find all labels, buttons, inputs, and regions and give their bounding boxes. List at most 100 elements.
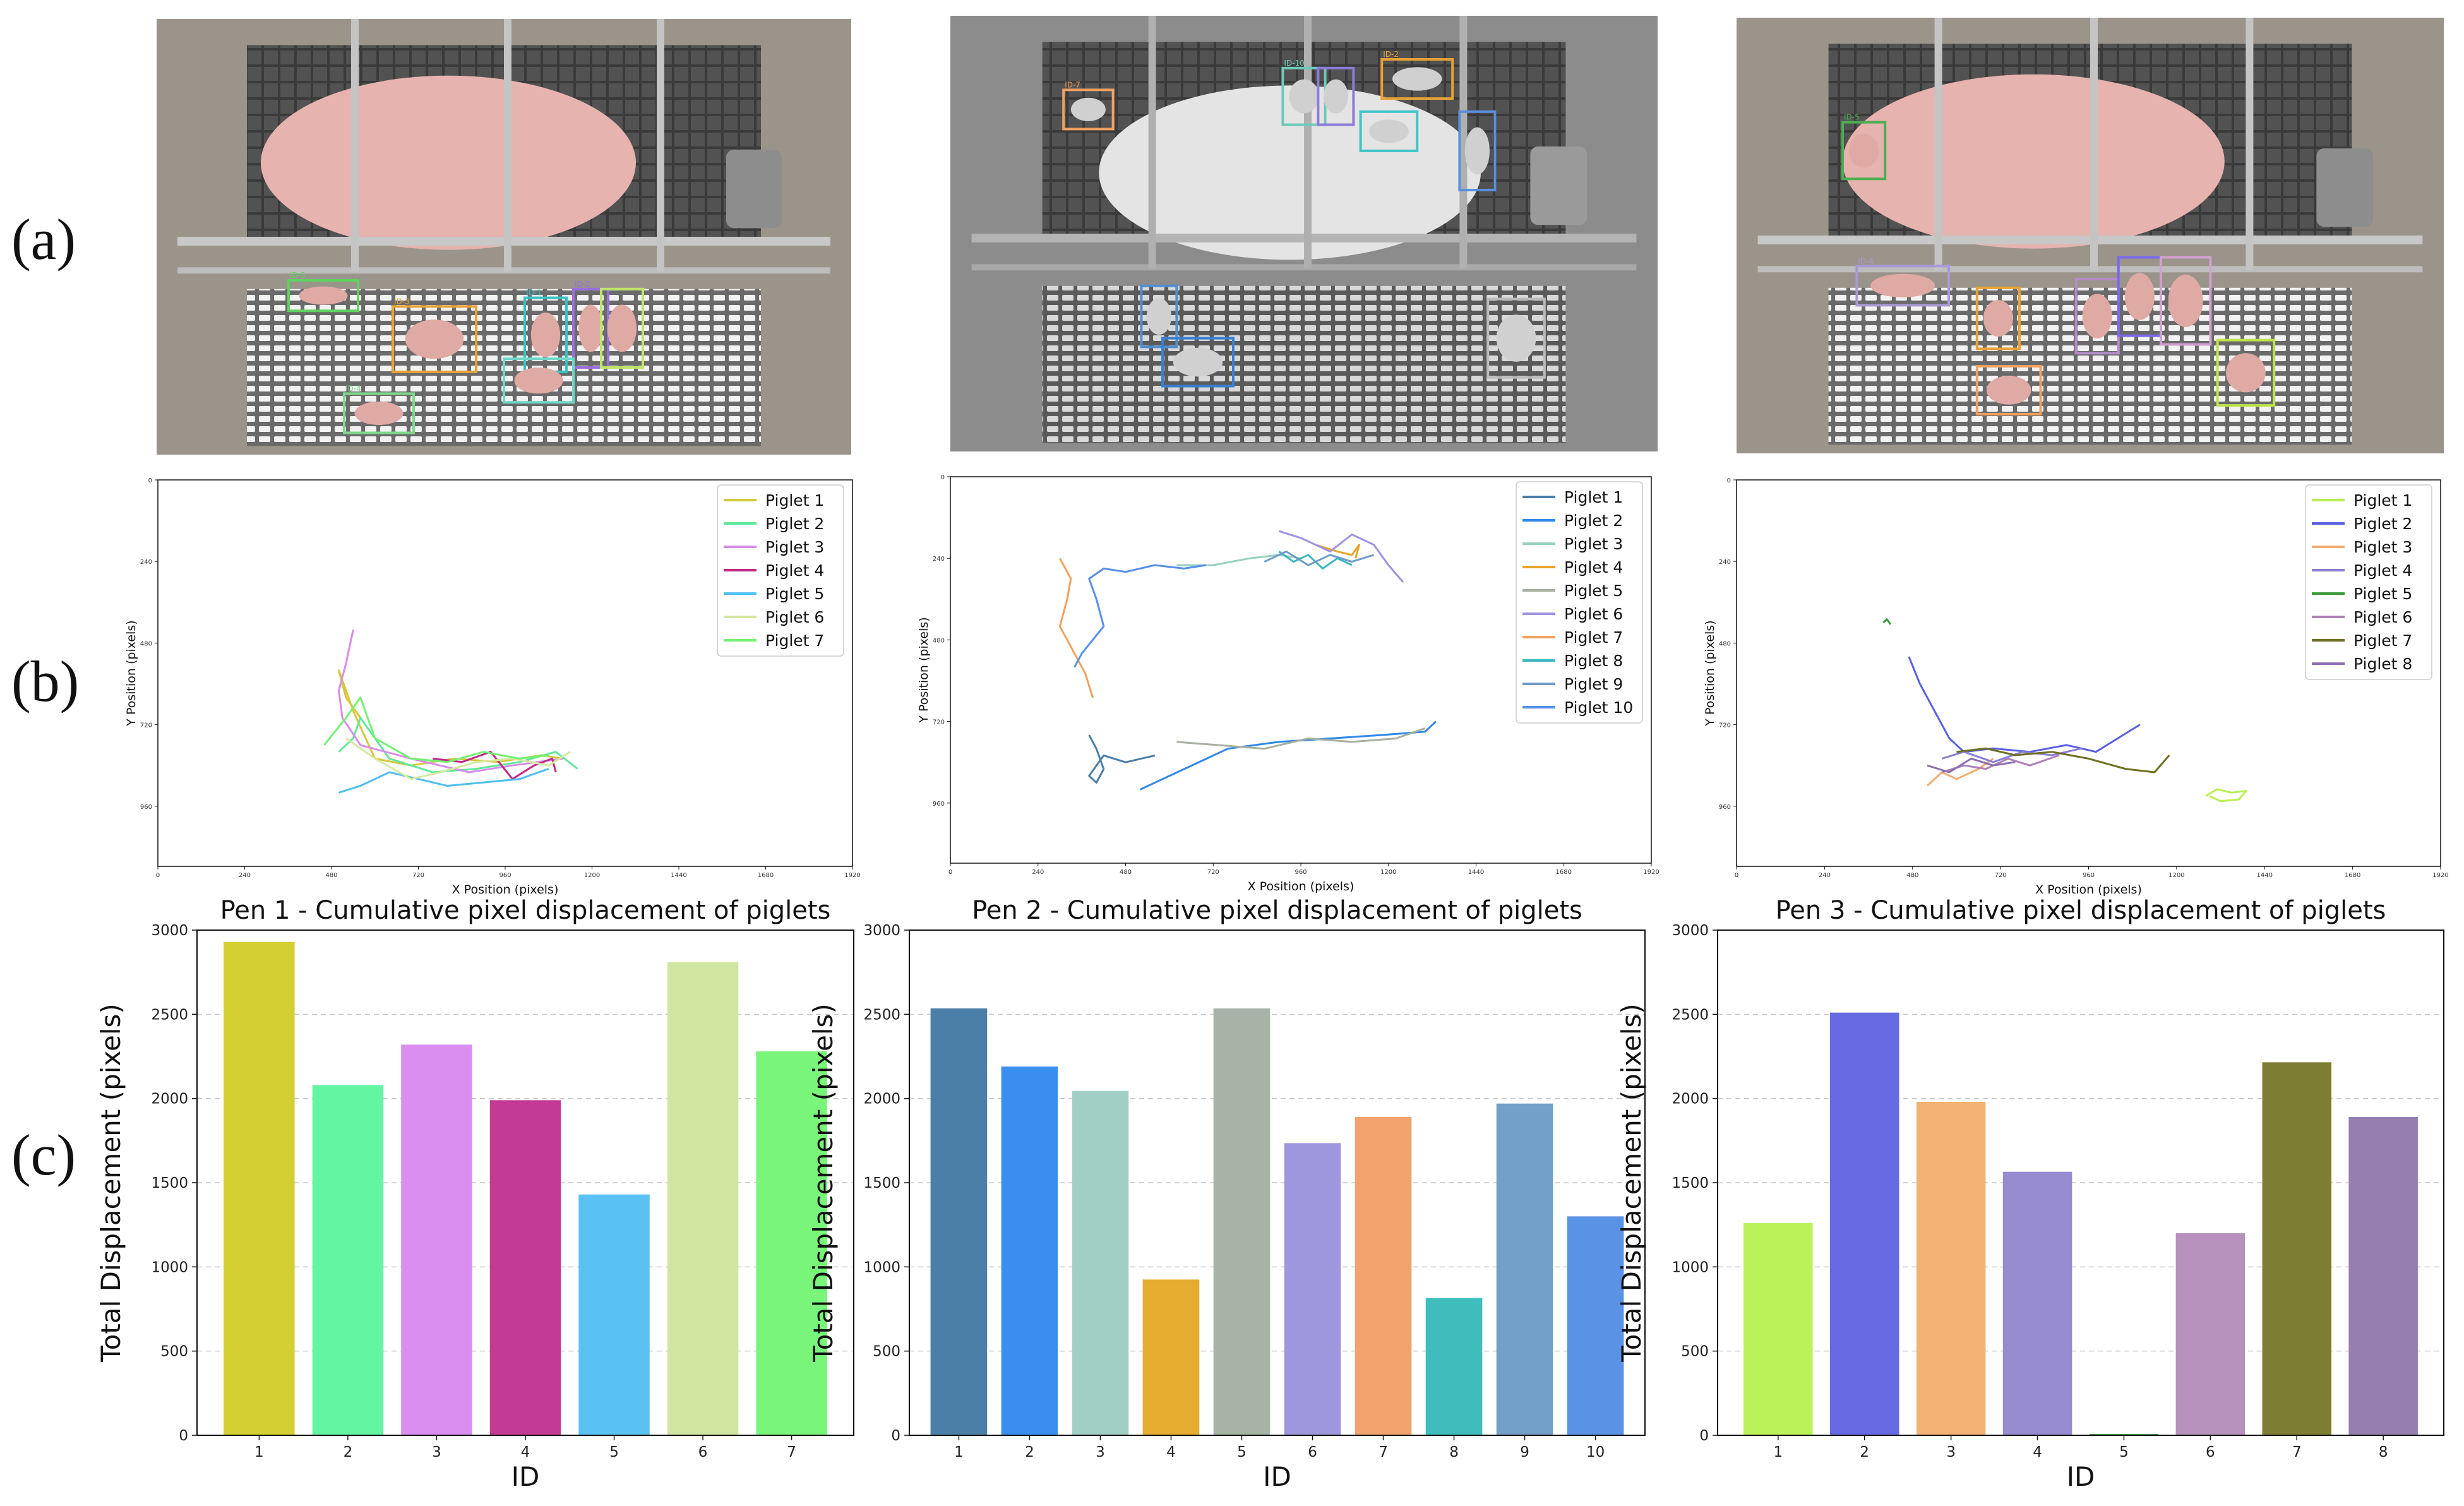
legend-label: Piglet 6 bbox=[765, 608, 824, 626]
y-tick-label: 2500 bbox=[151, 1007, 188, 1023]
legend-box bbox=[717, 484, 844, 657]
bar bbox=[489, 1100, 561, 1435]
x-tick-label: 5 bbox=[1237, 1444, 1247, 1461]
x-tick-label: 8 bbox=[1449, 1444, 1459, 1461]
bar bbox=[1829, 1012, 1899, 1435]
bar bbox=[224, 941, 295, 1435]
bar bbox=[1355, 1117, 1412, 1435]
trajectory-line bbox=[1074, 564, 1206, 668]
x-tick-label: 960 bbox=[499, 872, 511, 879]
x-tick-label: 1440 bbox=[1468, 869, 1484, 876]
y-tick-label: 1500 bbox=[151, 1175, 188, 1192]
x-axis-title: X Position (pixels) bbox=[2035, 883, 2142, 897]
plot-frame bbox=[909, 929, 1646, 1436]
y-tick-label: 480 bbox=[140, 640, 152, 647]
y-axis-title: Y Position (pixels) bbox=[1703, 620, 1717, 726]
bar bbox=[1743, 1223, 1813, 1435]
legend-label: Piglet 2 bbox=[765, 515, 824, 533]
x-tick-label: 2 bbox=[1860, 1444, 1869, 1461]
y-tick-label: 2000 bbox=[863, 1091, 900, 1108]
x-tick-label: 0 bbox=[156, 872, 160, 879]
x-tick-label: 240 bbox=[1032, 869, 1044, 876]
y-axis-title: Total Displacement (pixels) bbox=[808, 1003, 839, 1363]
detection-label: ID-1 bbox=[526, 289, 542, 297]
legend-label: Piglet 9 bbox=[1564, 675, 1623, 693]
x-tick-label: 6 bbox=[1308, 1444, 1317, 1461]
bar bbox=[312, 1085, 384, 1435]
trajectory-line bbox=[1882, 618, 1892, 625]
trajectory-plot-2: 0 240 480 720 960 1200 1440 1680 1920 0 240 480 720 9… bbox=[917, 474, 1660, 893]
chart-title: Pen 2 - Cumulative pixel displacement of… bbox=[972, 896, 1582, 925]
chart-title: Pen 3 - Cumulative pixel displacement of… bbox=[1776, 896, 2386, 925]
detection-box bbox=[1855, 265, 1950, 307]
x-tick-label: 6 bbox=[2206, 1444, 2215, 1461]
x-tick-label: 1440 bbox=[671, 872, 686, 879]
x-tick-label: 8 bbox=[2379, 1444, 2388, 1461]
y-tick-label: 500 bbox=[873, 1344, 900, 1360]
y-axis-title: Y Position (pixels) bbox=[124, 620, 138, 726]
trajectory-line bbox=[1315, 544, 1360, 559]
detection-box bbox=[1140, 284, 1178, 349]
trajectory-plot-1: 0 240 480 720 960 1200 1440 1680 1920 0 240 480 720 9… bbox=[124, 477, 861, 897]
legend-label: Piglet 10 bbox=[1564, 698, 1633, 717]
y-tick-label: 0 bbox=[179, 1428, 188, 1444]
bar bbox=[1284, 1143, 1341, 1435]
y-tick-label: 0 bbox=[891, 1428, 900, 1444]
trajectory-line bbox=[338, 768, 549, 794]
trajectory-line bbox=[1278, 530, 1404, 583]
x-tick-label: 1920 bbox=[1643, 869, 1659, 876]
x-tick-label: 240 bbox=[1819, 872, 1831, 879]
y-tick-label: 2000 bbox=[1672, 1091, 1709, 1108]
plot-frame bbox=[1717, 929, 2444, 1436]
detection-box bbox=[2216, 338, 2276, 407]
legend-label: Piglet 4 bbox=[765, 561, 824, 580]
x-tick-label: 1200 bbox=[2168, 872, 2184, 879]
y-tick-label: 500 bbox=[160, 1344, 188, 1360]
x-axis-title: X Position (pixels) bbox=[452, 883, 559, 897]
pen-photo-3: ID-5 ID-4 bbox=[1737, 18, 2444, 453]
trajectory-line bbox=[1926, 758, 1994, 787]
x-tick-label: 1 bbox=[1774, 1444, 1783, 1461]
detection-box bbox=[1359, 110, 1419, 152]
x-tick-label: 1920 bbox=[844, 872, 860, 879]
y-tick-label: 0 bbox=[941, 474, 945, 481]
y-tick-label: 720 bbox=[1719, 722, 1731, 729]
y-tick-label: 500 bbox=[1681, 1344, 1709, 1360]
trajectory-line bbox=[1264, 550, 1375, 566]
x-tick-label: 7 bbox=[2292, 1444, 2302, 1461]
bar bbox=[2002, 1171, 2072, 1435]
legend-label: Piglet 3 bbox=[2353, 538, 2412, 556]
x-tick-label: 4 bbox=[2033, 1444, 2042, 1461]
x-tick-label: 960 bbox=[1295, 869, 1307, 876]
bar bbox=[2089, 1433, 2159, 1435]
x-tick-label: 3 bbox=[1096, 1444, 1105, 1461]
detection-label: ID-4 bbox=[1858, 256, 1874, 265]
x-tick-label: 2 bbox=[344, 1444, 353, 1461]
y-tick-label: 960 bbox=[1719, 804, 1731, 811]
trajectory-line bbox=[2205, 788, 2247, 803]
trajectory-line bbox=[1927, 757, 2016, 774]
x-tick-label: 1440 bbox=[2257, 872, 2273, 879]
legend-label: Piglet 1 bbox=[1564, 488, 1623, 506]
x-tick-label: 1200 bbox=[1380, 869, 1396, 876]
detection-label: ID-5 bbox=[1844, 113, 1860, 122]
detection-box bbox=[1317, 66, 1355, 126]
legend-label: Piglet 8 bbox=[1564, 652, 1623, 670]
bar bbox=[1001, 1067, 1058, 1435]
x-tick-label: 2 bbox=[1025, 1444, 1034, 1461]
x-axis-title: ID bbox=[1263, 1461, 1291, 1492]
detection-box bbox=[287, 279, 359, 313]
x-tick-label: 480 bbox=[1120, 869, 1132, 876]
detection-box bbox=[1486, 297, 1546, 379]
y-tick-label: 240 bbox=[1719, 559, 1731, 566]
detection-label: ID-7 bbox=[1065, 80, 1080, 89]
x-tick-label: 5 bbox=[2119, 1444, 2129, 1461]
y-tick-label: 720 bbox=[933, 719, 945, 726]
bar-chart-2: 0 500 1000 1500 2000 2500 3000 1 2 3 4 5 6 7 8 9 10 Pen 2… bbox=[808, 896, 1646, 1492]
legend-label: Piglet 4 bbox=[1564, 558, 1623, 577]
bar bbox=[1567, 1216, 1624, 1435]
detection-box bbox=[503, 357, 575, 404]
bar bbox=[2262, 1062, 2332, 1435]
trajectory-line bbox=[1941, 747, 2082, 763]
x-tick-label: 720 bbox=[1207, 869, 1219, 876]
